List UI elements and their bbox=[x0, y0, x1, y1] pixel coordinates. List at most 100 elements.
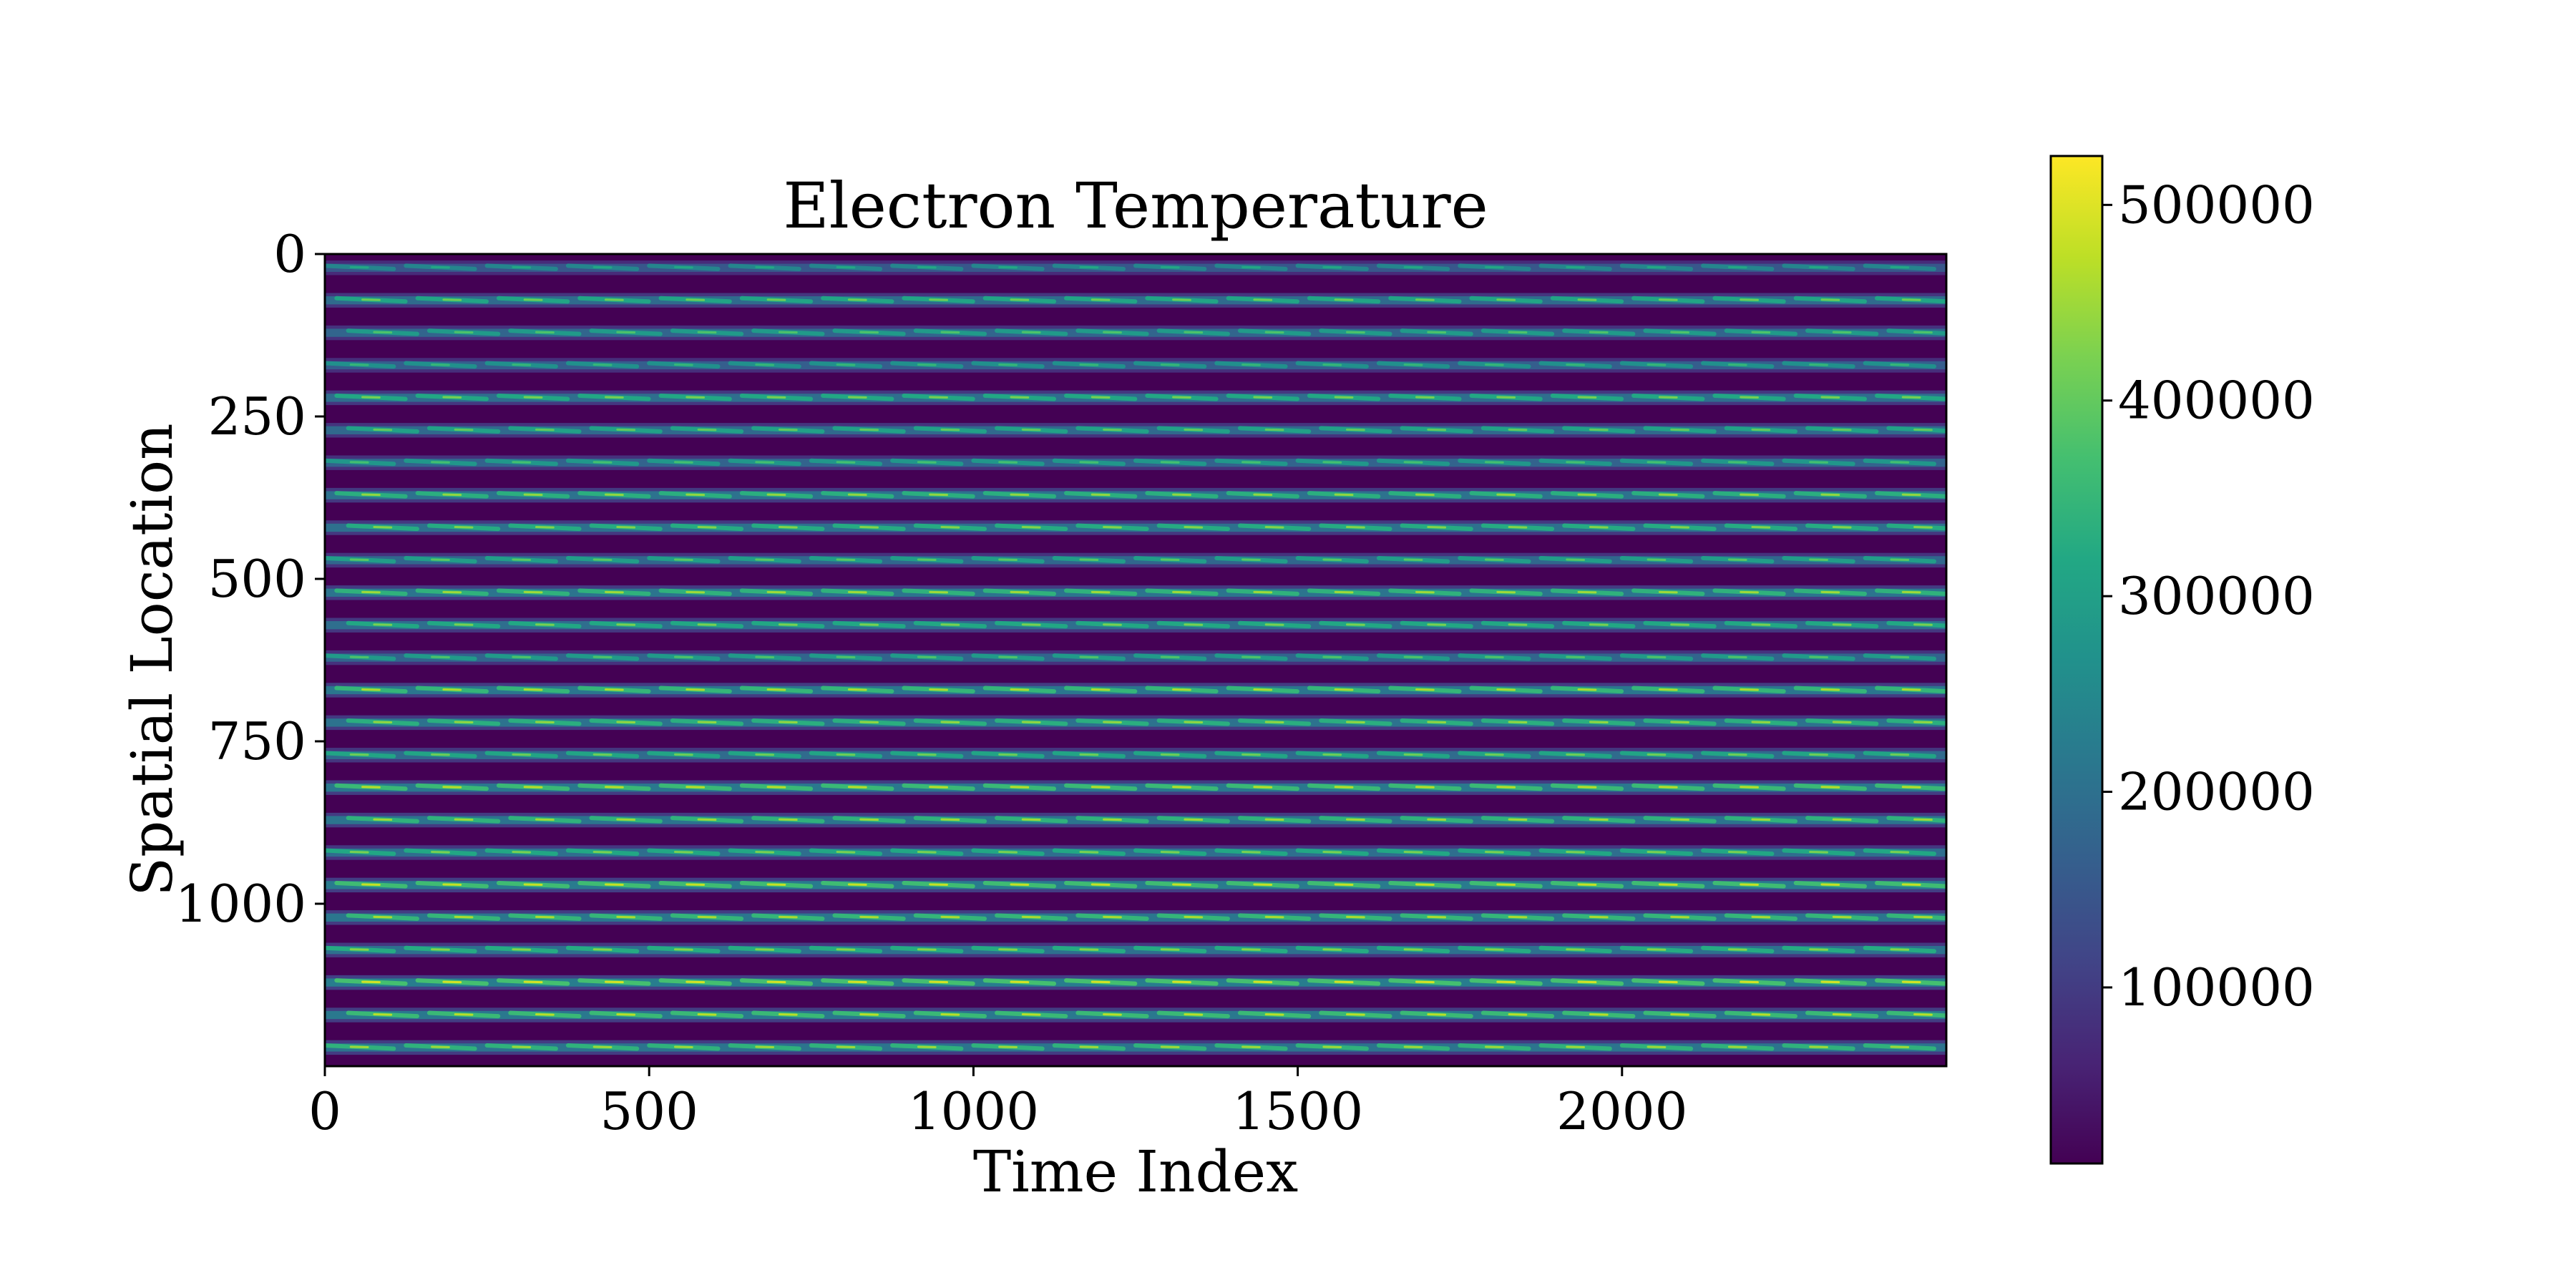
band-streak-core bbox=[1103, 331, 1122, 334]
band-streak-core bbox=[1010, 298, 1030, 301]
band-streak-core bbox=[604, 396, 624, 399]
band-streak-core bbox=[1172, 298, 1191, 301]
band-streak-core bbox=[1172, 786, 1191, 789]
band-streak-core bbox=[859, 818, 879, 821]
band-streak-core bbox=[616, 526, 636, 529]
band-streak-core bbox=[1264, 331, 1284, 334]
band-streak-core bbox=[686, 688, 706, 691]
band-streak-core bbox=[1508, 331, 1528, 334]
band-streak-core bbox=[1566, 461, 1586, 464]
band-streak-core bbox=[1241, 364, 1261, 366]
band-streak-core bbox=[431, 461, 450, 464]
band-streak-core bbox=[1901, 786, 1921, 789]
band-streak-core bbox=[1345, 428, 1365, 431]
band-streak-core bbox=[535, 721, 555, 723]
band-streak-core bbox=[361, 786, 381, 789]
band-streak-core bbox=[686, 493, 706, 497]
band-streak-core bbox=[1322, 655, 1342, 659]
heatmap-band bbox=[325, 260, 1946, 275]
band-streak-core bbox=[1913, 331, 1933, 334]
band-streak-core bbox=[1740, 688, 1759, 691]
band-streak-core bbox=[1566, 753, 1586, 756]
band-streak-core bbox=[1241, 753, 1261, 756]
band-streak-core bbox=[592, 1045, 613, 1048]
band-streak-core bbox=[616, 428, 636, 431]
band-streak-core bbox=[1809, 1045, 1828, 1048]
band-streak-core bbox=[766, 493, 786, 497]
band-streak-core bbox=[836, 655, 856, 659]
band-streak-core bbox=[1566, 1045, 1586, 1048]
band-streak-core bbox=[1820, 493, 1840, 497]
band-streak-core bbox=[917, 265, 937, 269]
heatmap-band bbox=[325, 1008, 1946, 1023]
band-streak-core bbox=[1646, 851, 1667, 854]
heatmap-band bbox=[325, 293, 1946, 308]
band-streak-core bbox=[847, 883, 867, 886]
band-streak-core bbox=[859, 721, 879, 723]
band-streak-core bbox=[1253, 786, 1273, 789]
band-streak-core bbox=[1566, 851, 1586, 854]
band-streak-core bbox=[998, 753, 1018, 756]
band-streak-core bbox=[1577, 298, 1597, 301]
band-streak-core bbox=[940, 818, 960, 821]
band-streak-core bbox=[1415, 883, 1435, 886]
y-tick-label: 750 bbox=[208, 711, 306, 771]
band-streak-core bbox=[1172, 396, 1191, 399]
band-streak-core bbox=[1727, 1045, 1747, 1048]
band-streak-core bbox=[778, 428, 798, 431]
band-streak-core bbox=[755, 753, 775, 756]
band-streak-core bbox=[1727, 753, 1747, 756]
band-streak-core bbox=[442, 396, 462, 399]
band-streak-core bbox=[1010, 883, 1030, 886]
band-streak-core bbox=[673, 753, 693, 756]
band-streak-core bbox=[523, 298, 543, 301]
band-streak-core bbox=[361, 298, 381, 301]
band-streak-core bbox=[1727, 364, 1747, 366]
band-streak-core bbox=[1484, 655, 1504, 659]
band-streak-core bbox=[454, 428, 474, 431]
band-streak-core bbox=[859, 428, 879, 431]
band-streak-core bbox=[454, 818, 474, 821]
band-streak-core bbox=[1751, 818, 1771, 821]
band-streak-core bbox=[917, 655, 937, 659]
band-streak-core bbox=[1646, 753, 1667, 756]
band-streak-core bbox=[1589, 526, 1609, 529]
band-streak-core bbox=[1577, 396, 1597, 399]
band-streak-core bbox=[1589, 428, 1609, 431]
band-streak-core bbox=[1890, 461, 1910, 464]
heatmap-band bbox=[325, 487, 1946, 503]
band-streak-core bbox=[1913, 721, 1933, 723]
band-streak-core bbox=[431, 364, 450, 366]
heatmap-band bbox=[325, 780, 1946, 795]
band-streak-core bbox=[1496, 688, 1516, 691]
band-streak-core bbox=[673, 265, 693, 269]
band-streak-core bbox=[1496, 786, 1516, 789]
band-streak-core bbox=[998, 364, 1018, 366]
band-streak-core bbox=[917, 364, 937, 366]
y-tick-label: 500 bbox=[208, 549, 306, 609]
band-streak-core bbox=[755, 655, 775, 659]
x-tick-label: 1000 bbox=[908, 1081, 1039, 1141]
band-streak-core bbox=[1496, 298, 1516, 301]
heatmap-band bbox=[325, 975, 1946, 990]
band-streak-core bbox=[431, 655, 450, 659]
band-streak-core bbox=[998, 1045, 1018, 1048]
band-streak-core bbox=[1403, 753, 1423, 756]
band-streak-core bbox=[431, 753, 450, 756]
band-streak-core bbox=[1322, 1045, 1342, 1048]
band-streak-core bbox=[361, 688, 381, 691]
band-streak-core bbox=[755, 851, 775, 854]
band-streak-core bbox=[1809, 265, 1828, 269]
colorbar: 100000 200000 300000 400000 500000 bbox=[2049, 155, 2315, 1165]
band-streak-core bbox=[1184, 818, 1204, 821]
band-streak-core bbox=[1427, 428, 1447, 431]
band-streak-core bbox=[686, 786, 706, 789]
band-streak-core bbox=[1484, 851, 1504, 854]
band-streak-core bbox=[778, 818, 798, 821]
band-streak-core bbox=[1322, 364, 1342, 366]
band-streak-core bbox=[1809, 851, 1828, 854]
band-streak-core bbox=[1322, 753, 1342, 756]
band-streak-core bbox=[1264, 526, 1284, 529]
band-streak-core bbox=[1577, 786, 1597, 789]
band-streak-core bbox=[1508, 428, 1528, 431]
